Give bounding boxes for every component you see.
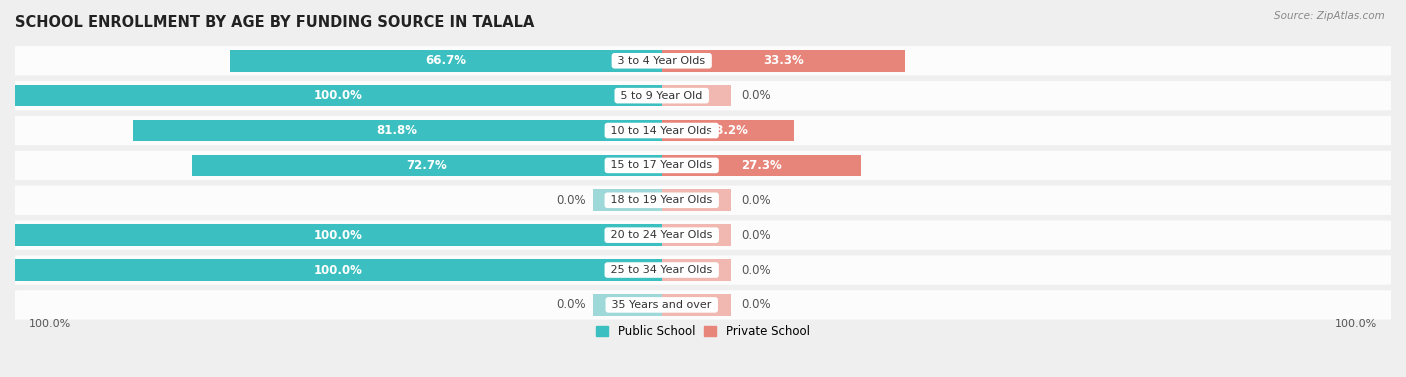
Text: 35 Years and over: 35 Years and over	[609, 300, 716, 310]
Bar	[662, 155, 860, 176]
Text: 100.0%: 100.0%	[28, 319, 72, 329]
Bar	[191, 155, 662, 176]
Text: 15 to 17 Year Olds: 15 to 17 Year Olds	[607, 160, 716, 170]
Text: Source: ZipAtlas.com: Source: ZipAtlas.com	[1274, 11, 1385, 21]
FancyBboxPatch shape	[8, 46, 1398, 75]
Bar	[15, 259, 662, 281]
Bar	[662, 224, 731, 246]
Bar	[662, 85, 731, 106]
Text: 0.0%: 0.0%	[741, 299, 770, 311]
Text: 10 to 14 Year Olds: 10 to 14 Year Olds	[607, 126, 716, 135]
Text: 81.8%: 81.8%	[377, 124, 418, 137]
FancyBboxPatch shape	[8, 255, 1398, 285]
Legend: Public School, Private School: Public School, Private School	[592, 320, 814, 343]
Text: 25 to 34 Year Olds: 25 to 34 Year Olds	[607, 265, 716, 275]
Bar	[662, 190, 731, 211]
FancyBboxPatch shape	[8, 221, 1398, 250]
Text: 66.7%: 66.7%	[426, 54, 467, 67]
Bar	[15, 85, 662, 106]
Text: 20 to 24 Year Olds: 20 to 24 Year Olds	[607, 230, 716, 240]
Bar	[662, 120, 794, 141]
Bar	[593, 294, 662, 316]
Text: 100.0%: 100.0%	[314, 264, 363, 277]
Bar	[593, 190, 662, 211]
Text: 100.0%: 100.0%	[314, 89, 363, 102]
Text: 0.0%: 0.0%	[741, 89, 770, 102]
Text: 100.0%: 100.0%	[314, 229, 363, 242]
FancyBboxPatch shape	[8, 116, 1398, 145]
FancyBboxPatch shape	[8, 81, 1398, 110]
Bar	[662, 50, 904, 72]
Text: 3 to 4 Year Olds: 3 to 4 Year Olds	[614, 56, 709, 66]
Text: 33.3%: 33.3%	[763, 54, 803, 67]
FancyBboxPatch shape	[8, 290, 1398, 320]
Bar	[662, 294, 731, 316]
Bar	[15, 224, 662, 246]
FancyBboxPatch shape	[8, 151, 1398, 180]
Text: 0.0%: 0.0%	[741, 194, 770, 207]
Bar	[662, 259, 731, 281]
Bar	[231, 50, 662, 72]
Bar	[132, 120, 662, 141]
Text: 72.7%: 72.7%	[406, 159, 447, 172]
Text: 18.2%: 18.2%	[707, 124, 748, 137]
Text: 0.0%: 0.0%	[741, 264, 770, 277]
FancyBboxPatch shape	[8, 185, 1398, 215]
Text: 100.0%: 100.0%	[1334, 319, 1378, 329]
Text: 27.3%: 27.3%	[741, 159, 782, 172]
Text: 0.0%: 0.0%	[741, 229, 770, 242]
Text: 18 to 19 Year Olds: 18 to 19 Year Olds	[607, 195, 716, 205]
Text: 0.0%: 0.0%	[557, 194, 586, 207]
Text: 5 to 9 Year Old: 5 to 9 Year Old	[617, 90, 706, 101]
Text: 0.0%: 0.0%	[557, 299, 586, 311]
Text: SCHOOL ENROLLMENT BY AGE BY FUNDING SOURCE IN TALALA: SCHOOL ENROLLMENT BY AGE BY FUNDING SOUR…	[15, 15, 534, 30]
